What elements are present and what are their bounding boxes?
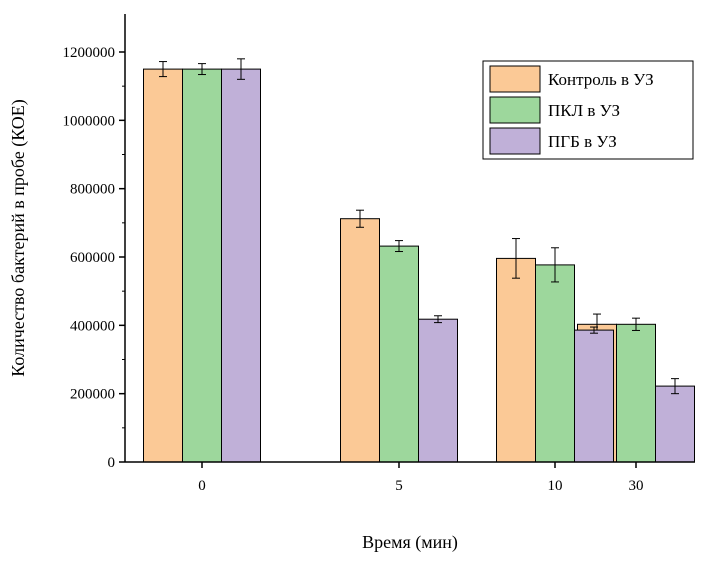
error-bar-3-0 xyxy=(237,58,245,80)
error-bar-3-30 xyxy=(671,378,679,395)
x-tick-label: 5 xyxy=(395,478,403,494)
error-bar-2-0 xyxy=(198,63,206,76)
y-tick-label: 1200000 xyxy=(63,45,116,61)
y-tick-label: 600000 xyxy=(70,250,115,266)
bar-3-0 xyxy=(221,68,261,463)
y-ticks: 0 200000 400000 600000 800000 1000000 1200000 xyxy=(63,45,125,471)
error-bar-1-10 xyxy=(512,238,520,279)
x-ticks: 0 5 10 30 xyxy=(198,462,644,494)
y-tick-label: 1000000 xyxy=(63,113,116,129)
error-bar-3-10 xyxy=(590,326,598,334)
bar-3-5 xyxy=(418,318,458,463)
y-tick-label: 400000 xyxy=(70,318,115,334)
legend-label: ПГБ в УЗ xyxy=(548,132,617,151)
bar-1-5 xyxy=(340,218,380,463)
bar-1-10 xyxy=(496,257,536,463)
error-bar-2-30 xyxy=(632,317,640,331)
bar-3-10 xyxy=(574,329,614,463)
legend: Контроль в УЗ ПКЛ в УЗ ПГБ в УЗ xyxy=(482,60,694,160)
legend-swatch xyxy=(489,96,541,124)
bar-1-0 xyxy=(143,68,183,463)
bar-2-10 xyxy=(535,264,575,463)
x-tick-label: 10 xyxy=(548,478,563,494)
legend-label: Контроль в УЗ xyxy=(548,70,654,89)
y-tick-label: 200000 xyxy=(70,387,115,403)
x-tick-label: 0 xyxy=(198,478,206,494)
bar-2-0 xyxy=(182,68,222,463)
axes-layer xyxy=(124,14,695,463)
error-bar-2-10 xyxy=(551,247,559,283)
legend-swatch xyxy=(489,127,541,155)
error-bar-1-0 xyxy=(159,61,167,78)
bars-layer xyxy=(143,58,695,463)
y-tick-label: 800000 xyxy=(70,182,115,198)
error-bar-2-5 xyxy=(395,240,403,253)
bar-2-30 xyxy=(616,323,656,463)
legend-label: ПКЛ в УЗ xyxy=(548,101,620,120)
y-axis-title: Количество бактерий в пробе (КОЕ) xyxy=(8,99,29,377)
x-axis-title: Время (мин) xyxy=(362,532,458,553)
error-bar-3-5 xyxy=(434,315,442,324)
bar-2-5 xyxy=(379,245,419,463)
bar-3-30 xyxy=(655,385,695,463)
error-bar-1-5 xyxy=(356,209,364,228)
y-tick-label: 0 xyxy=(108,455,116,471)
legend-swatch xyxy=(489,65,541,93)
x-tick-label: 30 xyxy=(629,478,644,494)
